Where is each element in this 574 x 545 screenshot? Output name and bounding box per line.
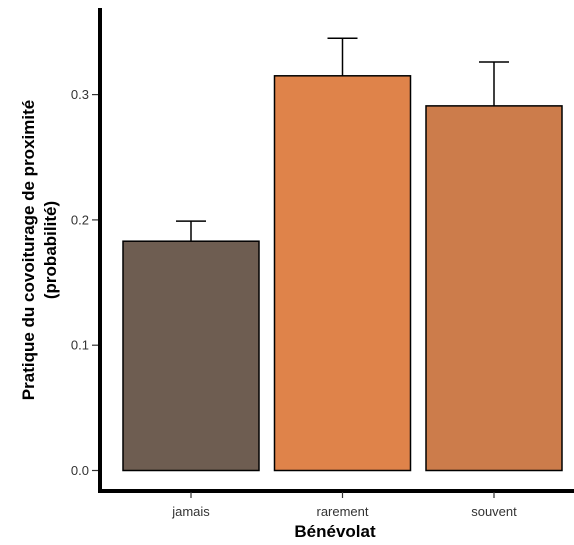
y-axis-title-line2: (probabilité) bbox=[41, 201, 60, 299]
y-tick-label-3: 0.3 bbox=[71, 87, 89, 102]
y-ticks-group: 0.0 0.1 0.2 0.3 bbox=[71, 87, 98, 478]
x-axis-title: Bénévolat bbox=[294, 522, 376, 541]
bar-jamais bbox=[122, 240, 260, 472]
x-tick-label-jamais: jamais bbox=[171, 504, 210, 519]
x-tick-label-rarement: rarement bbox=[316, 504, 368, 519]
bar-rarement bbox=[273, 75, 412, 472]
y-axis-title-line1: Pratique du covoiturage de proximité bbox=[19, 100, 38, 400]
x-ticks-group: jamais rarement souvent bbox=[171, 492, 517, 519]
y-tick-label-0: 0.0 bbox=[71, 463, 89, 478]
y-tick-label-2: 0.2 bbox=[71, 212, 89, 227]
error-bars-group bbox=[176, 37, 509, 242]
bar-souvent bbox=[425, 105, 563, 472]
y-tick-label-1: 0.1 bbox=[71, 338, 89, 353]
bars-group bbox=[122, 75, 563, 472]
x-tick-label-souvent: souvent bbox=[471, 504, 517, 519]
